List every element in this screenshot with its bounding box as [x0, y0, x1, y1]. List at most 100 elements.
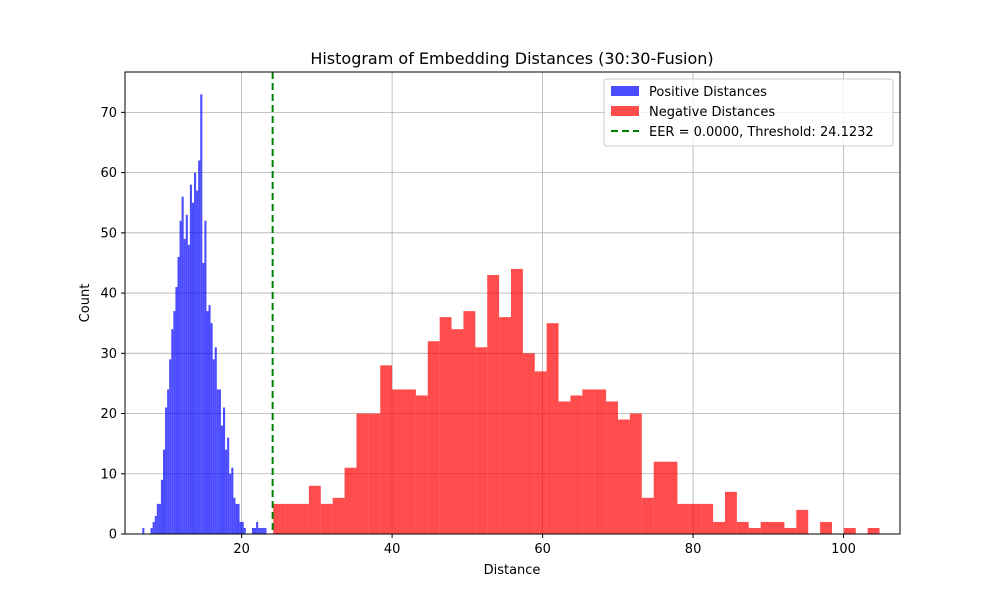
negative-bar — [320, 503, 333, 534]
legend-label: Positive Distances — [649, 85, 767, 100]
x-tick-label: 80 — [685, 542, 702, 557]
negative-bar — [653, 461, 666, 534]
positive-bar — [243, 527, 246, 534]
positive-bar — [260, 527, 263, 534]
positive-bar — [216, 389, 219, 534]
positive-bar — [237, 503, 240, 534]
negative-bar — [689, 503, 702, 534]
positive-bar — [220, 425, 224, 534]
positive-bar — [167, 389, 170, 534]
positive-bar — [223, 407, 226, 534]
y-axis-label: Count — [78, 284, 93, 323]
positive-bar — [218, 389, 221, 534]
positive-bar — [150, 527, 153, 534]
positive-bar — [235, 503, 238, 534]
negative-bar — [297, 503, 309, 534]
positive-bar — [183, 238, 186, 534]
negative-bar — [439, 317, 452, 534]
negative-bar — [285, 503, 298, 534]
negative-bar — [522, 353, 535, 534]
negative-bar — [736, 521, 749, 534]
positive-bar — [227, 437, 230, 534]
negative-bar — [415, 395, 428, 534]
negative-bar — [629, 413, 642, 534]
positive-bar — [154, 515, 157, 534]
negative-bar — [356, 413, 369, 534]
positive-bar — [160, 479, 163, 534]
positive-bar — [198, 160, 201, 534]
x-tick-label: 40 — [384, 542, 401, 557]
negative-bar — [748, 527, 761, 534]
negative-bar — [344, 467, 357, 534]
negative-bar — [701, 503, 714, 534]
legend-label: EER = 0.0000, Threshold: 24.1232 — [649, 125, 874, 140]
x-tick-label: 100 — [831, 542, 856, 557]
positive-bar — [169, 359, 172, 534]
legend-swatch — [611, 86, 639, 96]
positive-bar — [241, 521, 244, 534]
positive-bar — [181, 196, 184, 534]
positive-bar — [202, 262, 205, 534]
positive-bar — [225, 449, 228, 534]
negative-bar — [404, 389, 416, 534]
positive-bar — [210, 323, 213, 534]
legend: Positive Distances Negative Distances EER … — [603, 78, 894, 147]
y-tick-label: 50 — [100, 226, 117, 241]
negative-bar — [570, 395, 583, 534]
positive-bar — [152, 521, 155, 534]
negative-bar — [308, 485, 321, 534]
negative-bar — [582, 389, 595, 534]
negative-bar — [463, 311, 476, 534]
positive-bar — [229, 473, 232, 534]
legend-swatch — [611, 106, 639, 116]
positive-bar — [206, 311, 209, 534]
negative-bar — [487, 274, 500, 534]
negative-bar — [499, 317, 511, 534]
y-tick-label: 70 — [100, 106, 117, 121]
positive-bar — [162, 449, 166, 534]
positive-bar — [179, 220, 182, 534]
y-tick-label: 10 — [100, 467, 117, 482]
plot-frame — [124, 71, 901, 535]
negative-bar — [534, 371, 547, 534]
positive-bar — [177, 256, 180, 534]
negative-bar — [558, 401, 571, 534]
positive-bar — [185, 214, 188, 534]
negative-bar — [451, 329, 464, 534]
positive-bar — [233, 497, 236, 534]
positive-bar — [175, 287, 178, 534]
y-axis-ticks: 0 10 20 30 40 50 60 70 — [100, 106, 125, 543]
positive-bar — [171, 329, 174, 534]
negative-bar — [427, 341, 440, 534]
negative-bar — [677, 503, 690, 534]
bars — [142, 94, 880, 534]
negative-bar — [332, 497, 345, 534]
negative-bar — [843, 527, 856, 534]
negative-bar — [867, 527, 880, 534]
negative-bar — [760, 521, 773, 534]
negative-bar — [594, 389, 607, 534]
x-axis-ticks: 20 40 60 80 100 — [233, 534, 856, 557]
negative-bar — [796, 509, 809, 534]
positive-bar — [239, 521, 242, 534]
positive-bar — [262, 527, 265, 534]
positive-bar — [142, 527, 145, 534]
positive-bar — [191, 202, 195, 534]
positive-bar — [189, 184, 192, 534]
positive-bar — [258, 527, 261, 534]
legend-frame — [603, 78, 894, 147]
negative-bar — [713, 521, 725, 534]
negative-bar — [380, 365, 393, 534]
positive-bar — [208, 305, 211, 534]
negative-bar — [724, 491, 737, 534]
y-tick-label: 0 — [109, 528, 117, 543]
negative-bar — [273, 503, 286, 534]
chart-title: Histogram of Embedding Distances (30:30-… — [310, 49, 713, 68]
negative-bar — [392, 389, 404, 534]
y-tick-label: 20 — [100, 407, 117, 422]
positive-bar — [204, 220, 207, 534]
negative-bar — [784, 527, 797, 534]
positive-bar — [251, 527, 255, 534]
positive-bar — [256, 521, 259, 534]
